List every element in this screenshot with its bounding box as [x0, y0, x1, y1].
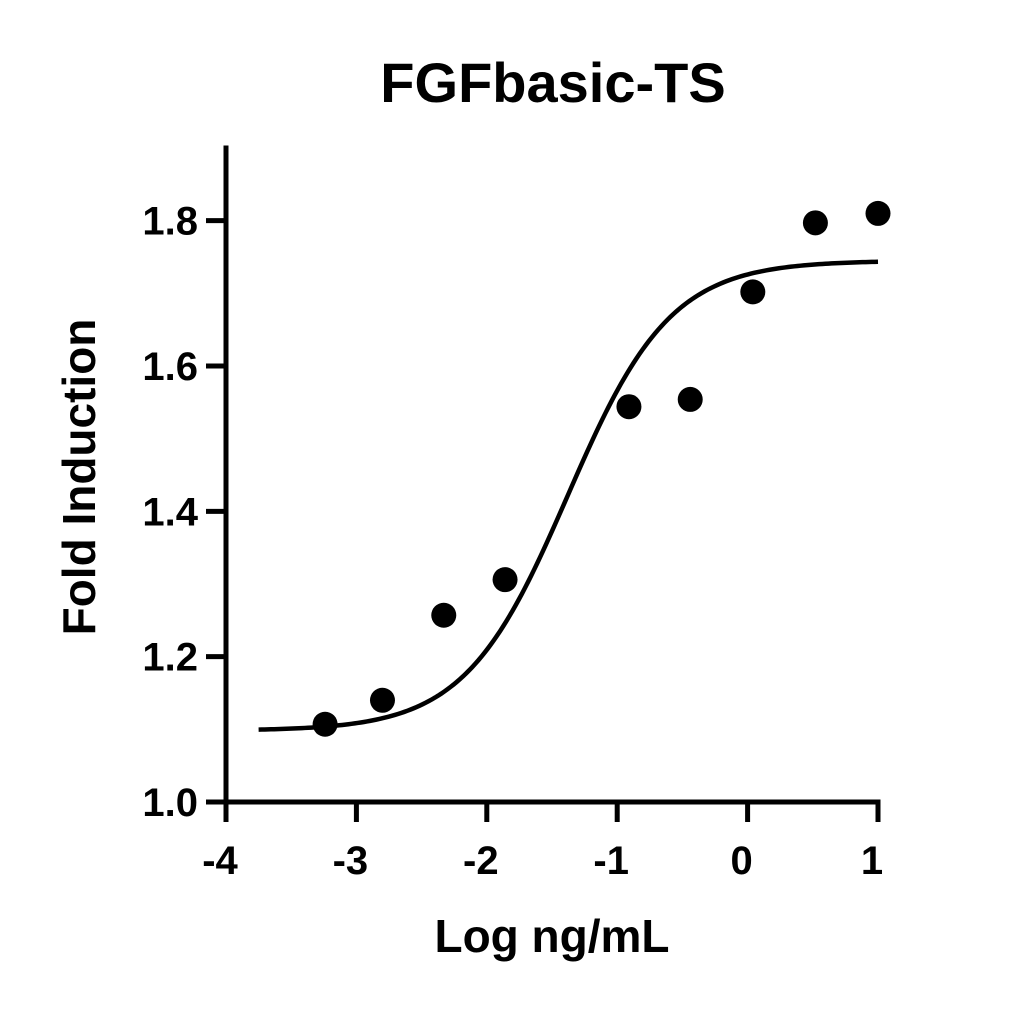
data-point — [740, 279, 766, 305]
data-point — [802, 210, 828, 236]
data-point — [492, 567, 518, 593]
y-tick-label: 1.2 — [142, 636, 198, 680]
y-axis-ticks: 1.0 1.2 1.4 1.6 1.8 — [142, 200, 226, 825]
chart-title: FGFbasic-TS — [380, 51, 725, 114]
data-point — [616, 394, 642, 420]
x-axis-ticks: -4 -3 -2 -1 0 1 — [202, 802, 883, 883]
data-point — [865, 200, 891, 226]
y-tick-label: 1.6 — [142, 345, 198, 389]
data-point — [677, 386, 703, 412]
fit-curve — [258, 259, 879, 732]
x-tick-label: -3 — [333, 839, 369, 883]
x-axis-label: Log ng/mL — [434, 910, 669, 962]
y-tick-label: 1.4 — [142, 490, 198, 534]
x-tick-label: 0 — [730, 839, 752, 883]
x-tick-label: -2 — [463, 839, 499, 883]
x-tick-label: -1 — [593, 839, 629, 883]
data-point — [369, 687, 395, 713]
data-point — [312, 711, 338, 737]
x-tick-label: -4 — [202, 839, 238, 883]
data-points — [312, 200, 891, 737]
x-tick-label: 1 — [861, 839, 883, 883]
y-axis-label: Fold Induction — [53, 319, 105, 636]
y-tick-label: 1.8 — [142, 200, 198, 244]
axes — [223, 145, 881, 805]
y-tick-label: 1.0 — [142, 781, 198, 825]
data-point — [431, 602, 457, 628]
